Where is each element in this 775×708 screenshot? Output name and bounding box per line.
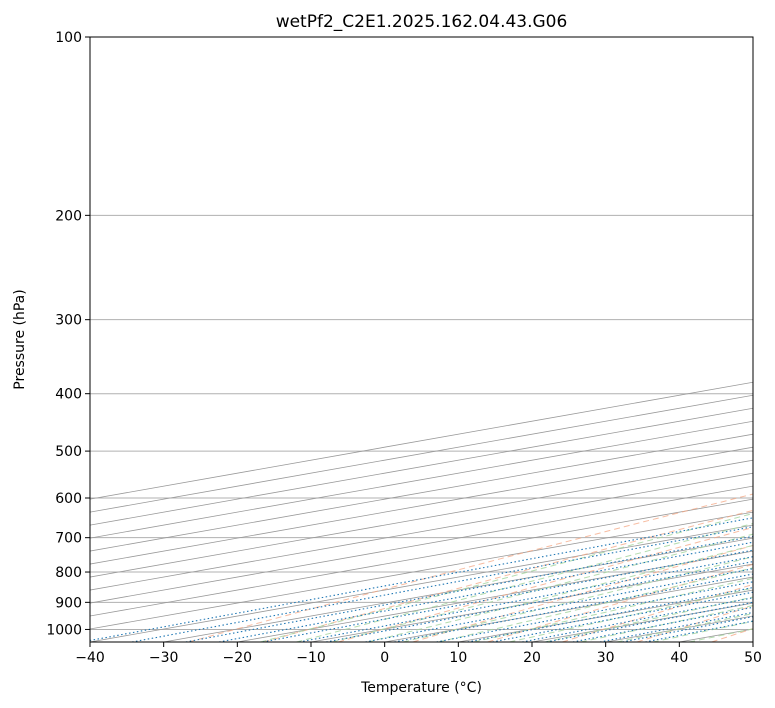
x-axis-label: Temperature (°C) bbox=[360, 680, 482, 696]
y-axis-ticks: 100 200 300 400 500 600 700 800 900 1000 bbox=[46, 30, 90, 638]
moist-adiabat-lines bbox=[260, 512, 753, 642]
dry-adiabat bbox=[412, 544, 753, 642]
mixing-ratio-line bbox=[262, 549, 753, 642]
x-tick-label: −40 bbox=[75, 650, 105, 666]
y-tick-label: 1000 bbox=[46, 622, 82, 638]
y-tick-label: 200 bbox=[55, 208, 82, 224]
mixing-ratio-lines bbox=[90, 517, 753, 642]
x-tick-label: 50 bbox=[744, 650, 762, 666]
plot-frame bbox=[89, 36, 754, 643]
moist-adiabat bbox=[367, 544, 753, 642]
y-tick-label: 400 bbox=[55, 387, 82, 403]
y-tick-label: 100 bbox=[55, 30, 82, 46]
dry-adiabat bbox=[188, 493, 753, 642]
x-tick-label: 20 bbox=[523, 650, 541, 666]
moist-adiabat bbox=[438, 567, 753, 642]
mixing-ratio-line bbox=[218, 541, 753, 642]
x-tick-label: 30 bbox=[597, 650, 615, 666]
x-tick-label: −10 bbox=[296, 650, 326, 666]
isotherm-line bbox=[90, 485, 753, 604]
mixing-ratio-line bbox=[546, 601, 753, 642]
y-tick-label: 800 bbox=[55, 565, 82, 581]
isotherm-line bbox=[163, 537, 753, 642]
y-tick-label: 600 bbox=[55, 491, 82, 507]
mixing-ratio-line bbox=[599, 611, 753, 642]
y-tick-label: 300 bbox=[55, 313, 82, 329]
mixing-ratio-line bbox=[299, 556, 753, 642]
isotherm-line bbox=[90, 498, 753, 617]
y-tick-label: 900 bbox=[55, 595, 82, 611]
plot-area: -100-90-80-70-60-50-40-30-20-100.10.20.4… bbox=[90, 37, 753, 642]
chart-title: wetPf2_C2E1.2025.162.04.43.G06 bbox=[276, 12, 568, 32]
moist-adiabat bbox=[260, 512, 753, 642]
pressure-gridlines bbox=[90, 37, 753, 630]
isotherm-line bbox=[90, 511, 753, 630]
x-tick-label: −20 bbox=[223, 650, 253, 666]
x-tick-label: −30 bbox=[149, 650, 179, 666]
moist-adiabat bbox=[331, 533, 753, 642]
mixing-ratio-line bbox=[622, 616, 753, 642]
isotherm-lines bbox=[90, 381, 753, 642]
isotherm-line bbox=[90, 446, 753, 565]
x-tick-label: 40 bbox=[670, 650, 688, 666]
mixing-ratio-line bbox=[572, 606, 753, 642]
isotherm-line bbox=[90, 433, 753, 552]
x-tick-label: 10 bbox=[449, 650, 467, 666]
isotherm-line bbox=[90, 524, 753, 642]
mixing-ratio-line bbox=[185, 535, 753, 642]
y-tick-label: 700 bbox=[55, 531, 82, 547]
y-axis-label: Pressure (hPa) bbox=[12, 289, 28, 389]
x-axis-ticks: −40 −30 −20 −10 0 10 20 30 40 50 bbox=[75, 642, 762, 666]
moist-adiabat bbox=[509, 587, 753, 642]
isotherm-line bbox=[90, 472, 753, 591]
x-tick-label: 0 bbox=[380, 650, 389, 666]
dry-adiabat bbox=[562, 583, 753, 642]
isotherm-line bbox=[90, 459, 753, 578]
y-tick-label: 500 bbox=[55, 444, 82, 460]
